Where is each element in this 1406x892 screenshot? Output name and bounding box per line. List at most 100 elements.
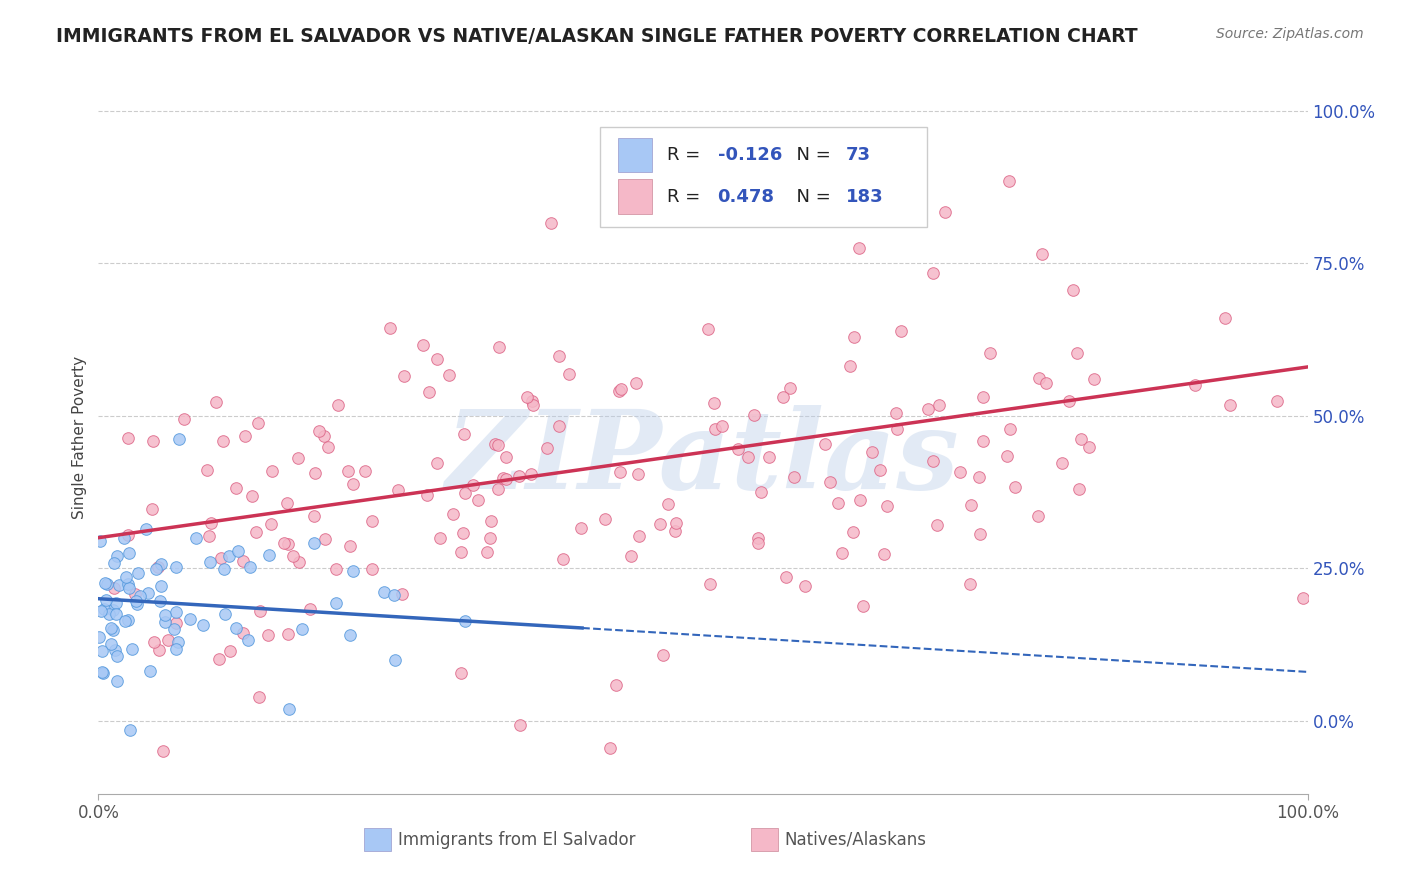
Point: [426, 456, 449, 470]
Point: [699, 576, 721, 591]
Point: [1062, 283, 1084, 297]
Point: [316, 440, 339, 454]
Point: [520, 394, 543, 409]
Point: [100, 637, 122, 651]
Point: [997, 174, 1019, 188]
Point: [551, 552, 574, 566]
Point: [1026, 508, 1049, 523]
Point: [520, 467, 543, 481]
Text: N =: N =: [785, 146, 837, 164]
Point: [1292, 591, 1315, 605]
Point: [959, 577, 981, 591]
Point: [195, 463, 218, 477]
Point: [1066, 345, 1088, 359]
Point: [325, 562, 347, 576]
Point: [93, 665, 115, 680]
Point: [149, 579, 172, 593]
Point: [249, 605, 271, 619]
Point: [593, 512, 616, 526]
Point: [1057, 393, 1080, 408]
Point: [1078, 440, 1101, 454]
Point: [610, 382, 633, 396]
Point: [146, 560, 169, 574]
Point: [495, 450, 517, 465]
Point: [890, 324, 912, 338]
Point: [328, 398, 350, 412]
Point: [392, 368, 415, 383]
Point: [884, 406, 907, 420]
Point: [1004, 480, 1026, 494]
Point: [260, 516, 283, 531]
Point: [276, 495, 298, 509]
Point: [959, 498, 981, 512]
Point: [121, 642, 143, 657]
Point: [124, 587, 146, 601]
Point: [139, 664, 162, 678]
Point: [337, 464, 360, 478]
Point: [711, 418, 734, 433]
Point: [831, 546, 853, 560]
Point: [209, 550, 232, 565]
Point: [758, 450, 780, 464]
Point: [558, 367, 581, 381]
Point: [463, 478, 485, 492]
Point: [165, 559, 187, 574]
Point: [779, 381, 801, 395]
Point: [979, 346, 1001, 360]
Point: [454, 486, 477, 500]
Point: [98, 607, 121, 622]
Point: [360, 514, 382, 528]
Point: [339, 628, 361, 642]
Point: [783, 470, 806, 484]
Point: [747, 536, 769, 550]
Point: [827, 496, 849, 510]
Point: [314, 533, 336, 547]
Point: [233, 428, 256, 442]
Point: [664, 524, 686, 538]
Point: [818, 475, 841, 489]
Point: [103, 557, 125, 571]
Point: [972, 434, 994, 449]
Point: [925, 518, 948, 533]
Point: [191, 618, 214, 632]
Point: [605, 678, 627, 692]
Point: [484, 437, 506, 451]
Point: [173, 411, 195, 425]
Point: [87, 630, 110, 644]
Point: [115, 570, 138, 584]
Point: [467, 493, 489, 508]
Point: [1265, 394, 1288, 409]
FancyBboxPatch shape: [364, 828, 391, 851]
Point: [509, 718, 531, 732]
Point: [972, 390, 994, 404]
Point: [928, 398, 950, 412]
Point: [155, 615, 177, 629]
Point: [998, 422, 1021, 436]
Point: [288, 555, 311, 569]
Point: [135, 522, 157, 536]
Point: [492, 471, 515, 485]
Point: [391, 587, 413, 601]
Point: [620, 549, 643, 563]
Point: [212, 562, 235, 576]
Point: [225, 481, 247, 495]
Point: [153, 608, 176, 623]
Point: [273, 536, 295, 550]
Point: [1070, 432, 1092, 446]
Point: [1083, 372, 1105, 386]
Point: [737, 182, 759, 196]
Point: [360, 562, 382, 576]
Point: [848, 241, 870, 255]
Point: [91, 644, 114, 658]
Point: [105, 674, 128, 689]
Point: [325, 596, 347, 610]
Point: [165, 642, 187, 657]
Point: [488, 340, 510, 354]
Point: [486, 438, 509, 452]
Point: [225, 621, 247, 635]
Text: R =: R =: [666, 146, 706, 164]
Text: Source: ZipAtlas.com: Source: ZipAtlas.com: [1216, 27, 1364, 41]
Point: [226, 543, 249, 558]
Point: [1050, 456, 1073, 470]
Text: 73: 73: [845, 146, 870, 164]
